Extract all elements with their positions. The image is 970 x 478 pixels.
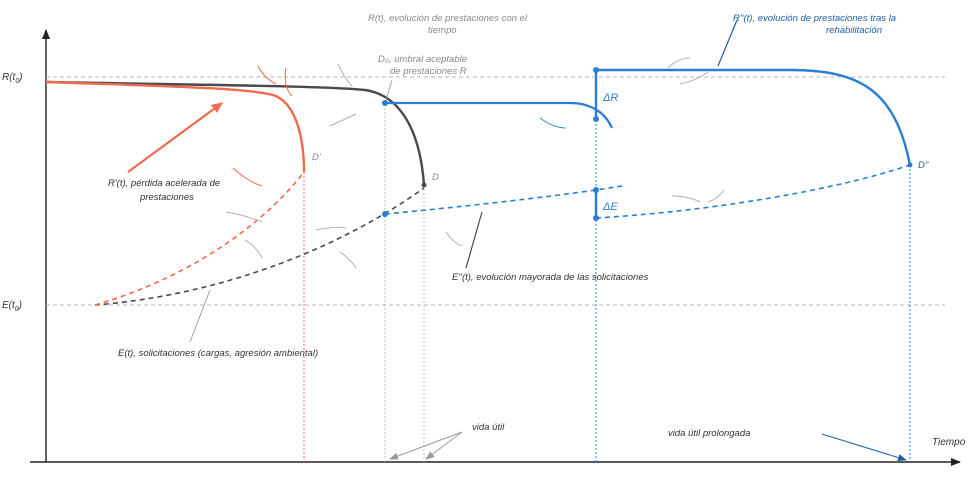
r-accelerated-label-line1: R'(t), pérdida acelerada de	[108, 178, 220, 189]
x-axis-label: Tiempo	[932, 437, 966, 448]
r-evolution-label-line1: R(t), evolución de prestaciones con el	[368, 13, 528, 24]
d-label: D	[432, 172, 439, 183]
rehab-top-point	[593, 67, 599, 73]
d-double-prime-label: D''	[918, 160, 930, 171]
r-accelerated-arrow	[127, 102, 223, 173]
r-accelerated-label-line2: prestaciones	[139, 192, 194, 203]
e-increased-leader	[465, 211, 483, 269]
delta-r-label: ΔR	[602, 92, 618, 104]
threshold-load-point	[382, 211, 388, 217]
delta-e-label: ΔE	[602, 201, 618, 213]
service-life-arrow-left	[389, 431, 463, 460]
failure-point-d	[421, 182, 427, 188]
rehab-drop-point	[593, 116, 599, 122]
r-rehab-label-line1: R''(t), evolución de prestaciones tras l…	[733, 13, 896, 24]
r-continuation-curve	[385, 101, 614, 129]
y-axis-r0-label: R(t0)	[2, 72, 23, 85]
r-rehab-leader	[717, 19, 738, 67]
r-rehab-label-line2: rehabilitación	[826, 25, 882, 36]
delta-e-bottom-point	[593, 215, 599, 221]
extended-failure-point	[907, 162, 913, 168]
e-increased-label: E''(t), evolución mayorada de las solici…	[452, 272, 649, 283]
threshold-label-line2: de prestaciones R	[390, 66, 467, 77]
r-rehab-curve	[596, 68, 912, 166]
r-evolution-label-line2: tiempo	[428, 25, 457, 36]
e-loads-leader	[189, 289, 211, 343]
decorative-ticks	[225, 57, 725, 269]
threshold-leader	[385, 79, 393, 101]
service-life-label: vida útil	[472, 422, 505, 433]
e-load-curve	[94, 187, 425, 306]
y-axis-e0-label: E(t0)	[2, 300, 22, 313]
d-prime-label: D'	[312, 152, 322, 163]
threshold-point	[382, 100, 388, 106]
e-loads-label: E(t), solicitaciones (cargas, agresión a…	[118, 348, 318, 359]
service-life-extended-label: vida útil prolongada	[668, 428, 750, 439]
e-accelerated-load-curve	[94, 171, 305, 306]
delta-e-top-point	[593, 187, 599, 193]
threshold-label-line1: D₀, umbral aceptable	[378, 54, 467, 65]
service-life-extended-arrow	[821, 433, 907, 461]
r-original-curve	[45, 80, 426, 186]
r-accelerated-curve	[45, 80, 306, 173]
service-life-arrow-right	[425, 431, 463, 460]
e-increased-load-curve-a	[384, 185, 623, 215]
e-increased-load-curve-b	[595, 164, 911, 219]
